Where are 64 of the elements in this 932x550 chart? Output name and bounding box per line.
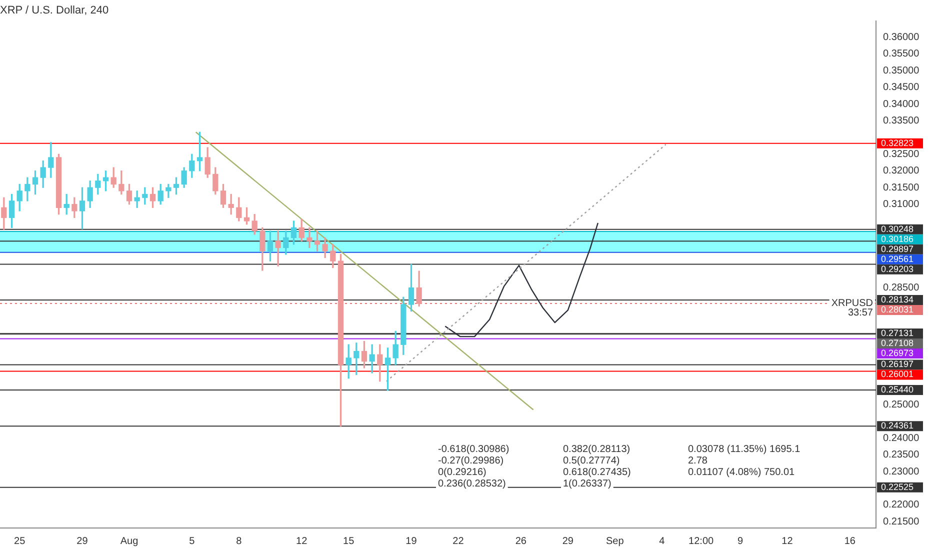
x-tick-label: 12 xyxy=(782,536,794,547)
y-tick-label: 0.23000 xyxy=(883,466,920,478)
x-tick-label: 4 xyxy=(659,536,666,547)
chart-title: XRP / U.S. Dollar, 240 xyxy=(0,4,109,17)
y-tick-label: 0.34000 xyxy=(883,98,920,110)
annotation: 0.618(0.27435) xyxy=(563,467,631,478)
x-tick-label: 25 xyxy=(14,536,26,547)
annotation: 0.03078 (11.35%) 1695.1 xyxy=(688,444,801,456)
y-tick-label: 0.33500 xyxy=(883,116,920,127)
annotation: 0.01107 (4.08%) 750.01 xyxy=(688,467,795,478)
ref-line-label: 0.26973 xyxy=(881,348,914,358)
annotation: 0.5(0.27774) xyxy=(563,456,620,467)
x-tick-label: 26 xyxy=(515,536,527,547)
ref-line-label: 0.26001 xyxy=(881,369,914,380)
ref-line-label: 0.28031 xyxy=(881,304,914,315)
annotation: 0.382(0.28113) xyxy=(563,444,630,456)
x-tick-label: 5 xyxy=(189,536,196,547)
ref-line-label: 0.24361 xyxy=(881,420,914,431)
y-tick-label: 0.32500 xyxy=(883,148,920,160)
ref-line-label: 0.28134 xyxy=(881,294,914,305)
x-tick-label: 16 xyxy=(844,536,856,547)
y-tick-label: 0.24000 xyxy=(883,432,920,444)
x-tick-label: Aug xyxy=(120,536,138,547)
ref-line-label: 0.30186 xyxy=(881,234,914,244)
ref-line-label: 0.26197 xyxy=(881,359,914,370)
ref-line-label: 0.29897 xyxy=(881,244,914,254)
y-tick-label: 0.25000 xyxy=(883,399,920,410)
x-tick-label: 15 xyxy=(343,536,355,547)
y-tick-label: 0.22000 xyxy=(883,500,920,511)
y-tick-label: 0.36000 xyxy=(883,32,920,43)
ref-line-label: 0.22525 xyxy=(881,482,914,492)
x-tick-label: 12 xyxy=(296,536,308,547)
x-tick-label: 8 xyxy=(236,536,242,547)
x-tick-label: Sep xyxy=(606,536,624,547)
y-tick-label: 0.28500 xyxy=(883,282,920,294)
y-tick-label: 0.31000 xyxy=(883,199,920,210)
annotation: XRPUSD xyxy=(831,298,873,310)
y-tick-label: 0.32000 xyxy=(883,166,920,177)
y-tick-label: 0.35500 xyxy=(883,48,920,60)
ref-line-label: 0.32823 xyxy=(881,138,914,148)
y-tick-label: 0.34500 xyxy=(883,82,920,94)
y-tick-label: 0.31500 xyxy=(883,182,920,194)
x-tick-label: 22 xyxy=(452,536,464,547)
annotation: 2.78 xyxy=(688,456,708,467)
ref-line-label: 0.29203 xyxy=(881,264,914,274)
annotation: 0(0.29216) xyxy=(438,467,486,478)
x-tick-label: 19 xyxy=(406,536,418,547)
annotation: 1(0.26337) xyxy=(563,478,612,490)
x-tick-label: 29 xyxy=(562,536,574,547)
ref-line-label: 0.30248 xyxy=(881,224,914,234)
annotation: -0.27(0.29986) xyxy=(438,456,504,467)
annotation: 33:57 xyxy=(848,308,874,319)
annotation: 0.236(0.28532) xyxy=(438,478,506,490)
x-tick-label: 12:00 xyxy=(688,536,714,547)
ref-line-label: 0.27108 xyxy=(881,338,914,348)
y-tick-label: 0.21500 xyxy=(883,516,920,528)
ref-line-label: 0.27131 xyxy=(881,328,914,338)
x-tick-label: 9 xyxy=(737,536,744,547)
y-tick-label: 0.35000 xyxy=(883,65,920,76)
x-tick-label: 29 xyxy=(76,536,88,547)
ref-line-label: 0.29561 xyxy=(881,254,914,264)
ref-line-label: 0.25440 xyxy=(881,384,914,395)
y-tick-label: 0.23500 xyxy=(883,450,920,461)
annotation: -0.618(0.30986) xyxy=(438,444,510,456)
